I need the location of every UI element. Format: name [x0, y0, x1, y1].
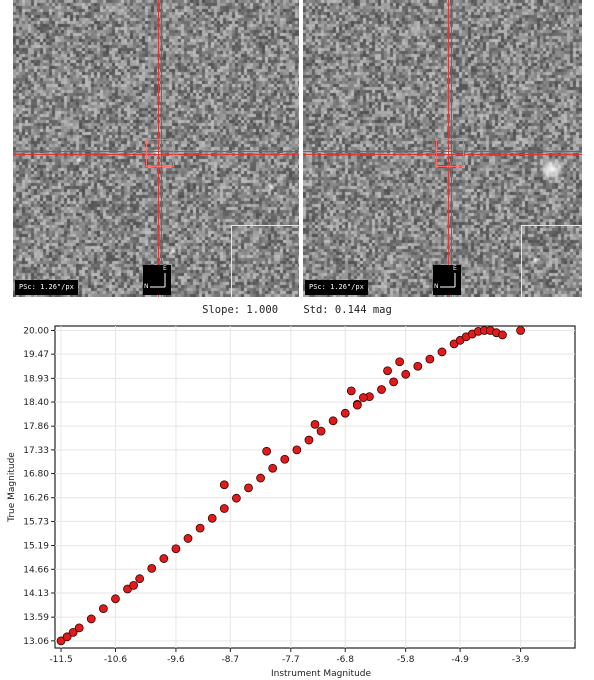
y-axis-label: True Magnitude: [7, 452, 17, 523]
compass-icon: E N: [433, 265, 461, 295]
data-point: [340, 408, 350, 418]
target-box: [146, 139, 174, 167]
data-point: [280, 454, 290, 464]
plate-scale-label: PSc: 1.26"/px: [15, 280, 78, 295]
fit-statistics: Slope: 1.000 Std: 0.144 mag: [0, 304, 594, 316]
x-tick-label: -5.8: [397, 655, 415, 665]
y-tick-label: 19.47: [23, 350, 49, 360]
y-tick-label: 16.80: [23, 470, 49, 480]
data-point: [328, 416, 338, 426]
data-point: [183, 534, 193, 543]
data-point: [56, 636, 66, 646]
sky-image-noise: [13, 0, 299, 297]
y-tick-label: 18.93: [23, 374, 49, 384]
data-point: [147, 563, 157, 573]
sky-image-panel-right[interactable]: PSc: 1.26"/px E N: [303, 0, 582, 297]
sky-image-panel-left[interactable]: PSc: 1.26"/px E N: [13, 0, 299, 297]
x-tick-label: -9.6: [167, 655, 185, 665]
data-point: [231, 493, 241, 503]
data-point: [111, 594, 120, 604]
data-point: [219, 480, 229, 490]
data-point: [74, 623, 84, 633]
zoom-frame: [521, 225, 582, 297]
crosshair-horizontal: [303, 151, 582, 155]
slope-value: Slope: 1.000: [202, 304, 279, 316]
data-point: [86, 614, 96, 624]
data-point: [129, 580, 139, 590]
y-tick-label: 13.59: [23, 613, 49, 623]
tick-layer: -11.5 -10.6 -9.6 -8.7 -7.7 -6.8 -5.8 -4.9 -3.9 13…: [23, 326, 529, 665]
data-point: [219, 504, 229, 513]
x-tick-label: -10.6: [104, 655, 128, 665]
y-tick-label: 13.06: [23, 637, 49, 647]
x-tick-label: -6.8: [336, 655, 354, 665]
x-tick-label: -4.9: [451, 655, 469, 665]
target-box: [436, 139, 464, 167]
y-tick-label: 17.86: [23, 422, 49, 432]
x-tick-label: -8.7: [222, 655, 240, 665]
magnitude-scatter-chart[interactable]: -11.5 -10.6 -9.6 -8.7 -7.7 -6.8 -5.8 -4.9 -3.9 13…: [0, 320, 594, 680]
data-point: [395, 357, 405, 367]
data-point: [207, 513, 217, 523]
data-point: [425, 354, 435, 364]
data-point: [377, 385, 386, 394]
y-tick-label: 15.73: [23, 517, 49, 527]
x-axis-label: Instrument Magnitude: [271, 669, 372, 679]
data-point: [268, 463, 278, 473]
data-point: [401, 369, 411, 379]
data-point: [516, 326, 525, 335]
data-point: [159, 554, 169, 563]
data-point: [262, 446, 272, 456]
plate-scale-label: PSc: 1.26"/px: [305, 280, 368, 295]
x-tick-label: -7.7: [282, 655, 300, 665]
point-layer: [56, 326, 525, 646]
data-point: [135, 574, 145, 584]
sky-image-noise: [303, 0, 582, 297]
data-point: [316, 426, 326, 436]
x-tick-label: -11.5: [49, 655, 72, 665]
data-point: [498, 330, 507, 340]
data-point: [304, 435, 314, 445]
grid-layer: [55, 326, 575, 648]
std-value: Std: 0.144 mag: [303, 304, 392, 316]
data-point: [352, 400, 362, 410]
data-point: [310, 419, 320, 429]
data-point: [358, 393, 368, 402]
data-point: [68, 627, 78, 637]
y-tick-label: 15.19: [23, 542, 49, 552]
data-point: [292, 445, 302, 455]
data-point: [437, 347, 447, 357]
data-point: [195, 523, 205, 533]
x-tick-label: -3.9: [512, 655, 530, 665]
compass-east-label: E: [453, 265, 457, 272]
data-point: [389, 377, 399, 387]
crosshair-vertical: [158, 0, 162, 297]
plot-frame: [54, 325, 576, 649]
data-point: [346, 386, 356, 396]
data-point: [383, 366, 392, 376]
data-point: [98, 604, 108, 614]
y-tick-label: 18.40: [23, 398, 49, 408]
y-tick-label: 20.00: [23, 326, 49, 336]
y-tick-label: 17.33: [23, 446, 49, 456]
compass-north-label: N: [434, 283, 439, 290]
compass-north-label: N: [144, 283, 149, 290]
data-point: [256, 473, 265, 483]
zoom-frame: [231, 225, 299, 297]
data-point: [244, 483, 253, 493]
crosshair-horizontal: [13, 151, 299, 155]
y-tick-label: 14.13: [23, 589, 49, 599]
data-point: [171, 544, 181, 554]
crosshair-vertical: [448, 0, 452, 297]
data-point: [413, 361, 423, 371]
y-tick-label: 14.66: [23, 565, 49, 575]
compass-icon: E N: [143, 265, 171, 295]
y-tick-label: 16.26: [23, 494, 49, 504]
compass-east-label: E: [163, 265, 167, 272]
data-point: [62, 632, 72, 642]
